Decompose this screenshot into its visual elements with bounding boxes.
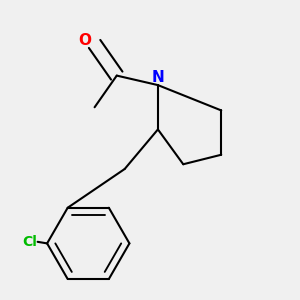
Text: Cl: Cl [22,235,37,249]
Text: N: N [152,70,164,85]
Text: O: O [79,33,92,48]
